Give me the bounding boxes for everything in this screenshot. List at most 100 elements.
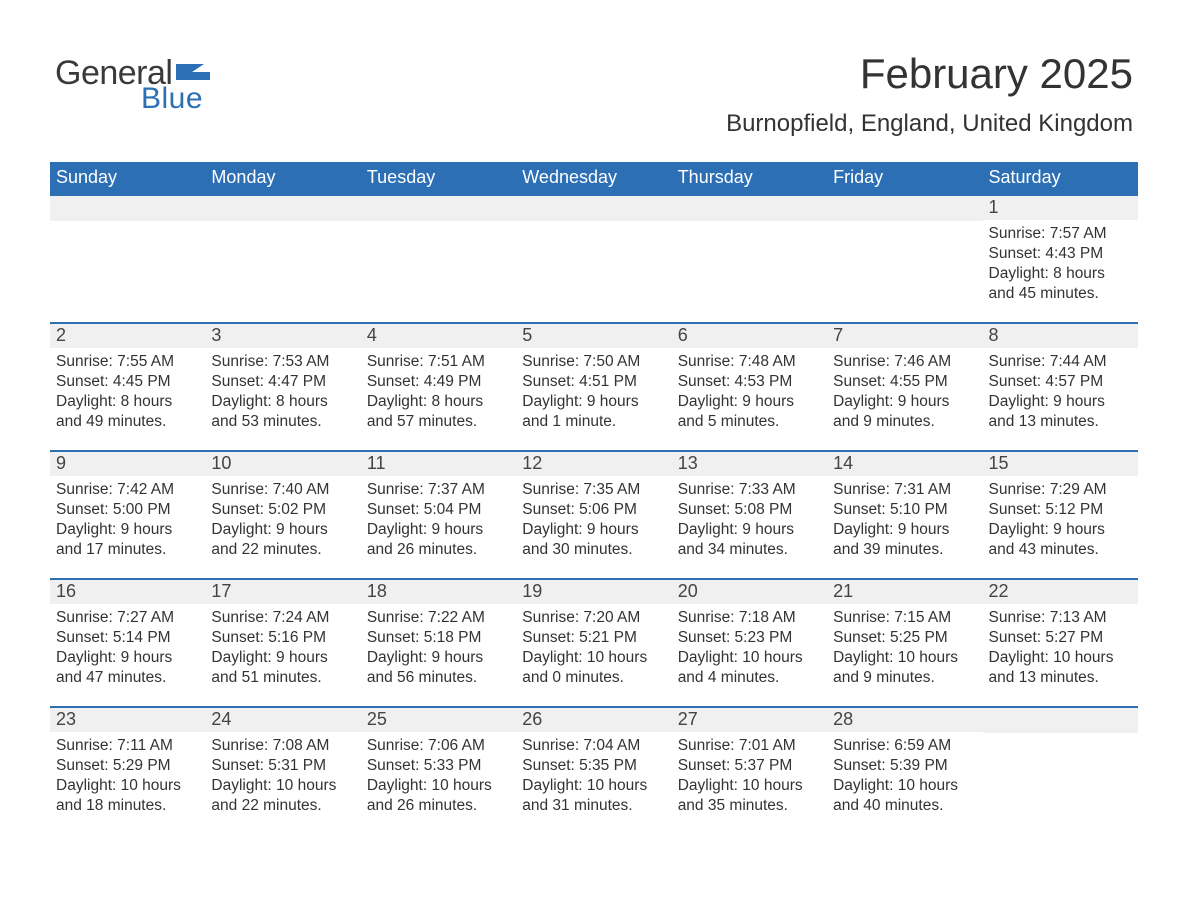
day-detail: Sunrise: 7:33 AMSunset: 5:08 PMDaylight:… — [676, 480, 823, 561]
day-cell — [672, 194, 827, 322]
day-detail-line: and 34 minutes. — [678, 540, 823, 560]
day-cell: 5Sunrise: 7:50 AMSunset: 4:51 PMDaylight… — [516, 322, 671, 450]
day-number — [983, 706, 1138, 733]
day-detail-line: Sunrise: 7:29 AM — [989, 480, 1134, 500]
day-cell: 19Sunrise: 7:20 AMSunset: 5:21 PMDayligh… — [516, 578, 671, 706]
day-cell: 13Sunrise: 7:33 AMSunset: 5:08 PMDayligh… — [672, 450, 827, 578]
day-detail-line: Sunset: 5:31 PM — [211, 756, 356, 776]
day-detail-line: Sunrise: 7:08 AM — [211, 736, 356, 756]
day-number: 2 — [50, 322, 205, 348]
day-detail-line: Sunrise: 7:06 AM — [367, 736, 512, 756]
day-number: 18 — [361, 578, 516, 604]
day-number: 22 — [983, 578, 1138, 604]
day-cell: 4Sunrise: 7:51 AMSunset: 4:49 PMDaylight… — [361, 322, 516, 450]
day-detail-line: Daylight: 8 hours — [367, 392, 512, 412]
day-cell: 3Sunrise: 7:53 AMSunset: 4:47 PMDaylight… — [205, 322, 360, 450]
day-cell: 11 Sunrise: 7:37 AMSunset: 5:04 PMDayligh… — [361, 450, 516, 578]
day-detail-line: Sunrise: 7:53 AM — [211, 352, 356, 372]
day-detail: Sunrise: 7:37 AMSunset: 5:04 PMDaylight:… — [365, 480, 512, 561]
day-cell — [983, 706, 1138, 834]
day-number — [672, 194, 827, 221]
day-detail: Sunrise: 7:20 AMSunset: 5:21 PMDaylight:… — [520, 608, 667, 689]
day-cell: 8Sunrise: 7:44 AMSunset: 4:57 PMDaylight… — [983, 322, 1138, 450]
day-detail-line: Daylight: 10 hours — [833, 776, 978, 796]
day-cell: 21Sunrise: 7:15 AMSunset: 5:25 PMDayligh… — [827, 578, 982, 706]
day-detail-line: Sunrise: 7:55 AM — [56, 352, 201, 372]
day-number: 24 — [205, 706, 360, 732]
day-detail-line: and 53 minutes. — [211, 412, 356, 432]
day-number: 27 — [672, 706, 827, 732]
week-row: 1Sunrise: 7:57 AMSunset: 4:43 PMDaylight… — [50, 194, 1138, 322]
day-number: 9 — [50, 450, 205, 476]
calendar-grid: SundayMondayTuesdayWednesdayThursdayFrid… — [50, 162, 1138, 834]
day-cell: 26Sunrise: 7:04 AMSunset: 5:35 PMDayligh… — [516, 706, 671, 834]
day-number: 11 — [361, 450, 516, 476]
day-detail: Sunrise: 6:59 AMSunset: 5:39 PMDaylight:… — [831, 736, 978, 817]
location-label: Burnopfield, England, United Kingdom — [726, 110, 1133, 138]
day-detail: Sunrise: 7:24 AMSunset: 5:16 PMDaylight:… — [209, 608, 356, 689]
day-detail: Sunrise: 7:31 AMSunset: 5:10 PMDaylight:… — [831, 480, 978, 561]
day-detail-line: Sunset: 5:06 PM — [522, 500, 667, 520]
day-number: 17 — [205, 578, 360, 604]
day-cell: 12Sunrise: 7:35 AMSunset: 5:06 PMDayligh… — [516, 450, 671, 578]
day-detail-line: Daylight: 9 hours — [56, 648, 201, 668]
day-detail: Sunrise: 7:27 AMSunset: 5:14 PMDaylight:… — [54, 608, 201, 689]
day-detail: Sunrise: 7:15 AMSunset: 5:25 PMDaylight:… — [831, 608, 978, 689]
day-cell: 18Sunrise: 7:22 AMSunset: 5:18 PMDayligh… — [361, 578, 516, 706]
day-detail-line: Sunset: 4:43 PM — [989, 244, 1134, 264]
brand-word-2: Blue — [141, 84, 210, 114]
day-detail-line: and 30 minutes. — [522, 540, 667, 560]
day-detail-line: Daylight: 10 hours — [989, 648, 1134, 668]
day-number: 20 — [672, 578, 827, 604]
day-detail-line: Daylight: 8 hours — [56, 392, 201, 412]
day-detail-line: Daylight: 9 hours — [211, 520, 356, 540]
weekday-header: Tuesday — [361, 162, 516, 194]
week-row: 23Sunrise: 7:11 AMSunset: 5:29 PMDayligh… — [50, 706, 1138, 834]
day-detail: Sunrise: 7:18 AMSunset: 5:23 PMDaylight:… — [676, 608, 823, 689]
day-detail-line: and 4 minutes. — [678, 668, 823, 688]
day-detail-line: Sunset: 4:47 PM — [211, 372, 356, 392]
day-detail-line: Daylight: 9 hours — [989, 520, 1134, 540]
day-detail-line: Daylight: 9 hours — [833, 392, 978, 412]
day-number: 28 — [827, 706, 982, 732]
day-detail-line: Sunrise: 7:27 AM — [56, 608, 201, 628]
week-row: 9Sunrise: 7:42 AMSunset: 5:00 PMDaylight… — [50, 450, 1138, 578]
day-cell — [827, 194, 982, 322]
day-number: 3 — [205, 322, 360, 348]
day-detail-line: Sunset: 5:16 PM — [211, 628, 356, 648]
day-cell: 16Sunrise: 7:27 AMSunset: 5:14 PMDayligh… — [50, 578, 205, 706]
day-detail: Sunrise: 7:48 AMSunset: 4:53 PMDaylight:… — [676, 352, 823, 433]
day-detail-line: and 9 minutes. — [833, 412, 978, 432]
day-detail-line: Sunrise: 7:11 AM — [56, 736, 201, 756]
day-detail-line: Sunrise: 7:42 AM — [56, 480, 201, 500]
day-detail-line: Sunrise: 7:51 AM — [367, 352, 512, 372]
weekday-header: Thursday — [672, 162, 827, 194]
day-detail-line: Sunset: 5:29 PM — [56, 756, 201, 776]
day-detail-line: and 43 minutes. — [989, 540, 1134, 560]
day-number: 25 — [361, 706, 516, 732]
day-detail-line: Daylight: 9 hours — [522, 392, 667, 412]
day-detail-line: Sunrise: 7:48 AM — [678, 352, 823, 372]
day-detail-line: Sunset: 5:18 PM — [367, 628, 512, 648]
day-detail-line: and 40 minutes. — [833, 796, 978, 816]
day-number: 23 — [50, 706, 205, 732]
day-cell: 23 Sunrise: 7:11 AMSunset: 5:29 PMDayligh… — [50, 706, 205, 834]
day-detail-line: Sunrise: 7:46 AM — [833, 352, 978, 372]
day-cell: 10Sunrise: 7:40 AMSunset: 5:02 PMDayligh… — [205, 450, 360, 578]
day-detail-line: and 5 minutes. — [678, 412, 823, 432]
weeks-container: 1Sunrise: 7:57 AMSunset: 4:43 PMDaylight… — [50, 194, 1138, 834]
day-detail-line: Sunset: 5:02 PM — [211, 500, 356, 520]
day-detail-line: Daylight: 10 hours — [56, 776, 201, 796]
weekday-header: Wednesday — [516, 162, 671, 194]
day-detail: Sunrise: 7:06 AMSunset: 5:33 PMDaylight:… — [365, 736, 512, 817]
day-detail-line: and 0 minutes. — [522, 668, 667, 688]
day-detail-line: Sunset: 5:23 PM — [678, 628, 823, 648]
day-detail: Sunrise: 7:57 AMSunset: 4:43 PMDaylight:… — [987, 224, 1134, 305]
day-detail-line: Daylight: 9 hours — [211, 648, 356, 668]
flag-icon — [176, 58, 210, 84]
day-number: 26 — [516, 706, 671, 732]
day-cell: 14Sunrise: 7:31 AMSunset: 5:10 PMDayligh… — [827, 450, 982, 578]
day-detail-line: Sunset: 5:14 PM — [56, 628, 201, 648]
day-detail-line: Sunset: 4:45 PM — [56, 372, 201, 392]
day-detail-line: Sunset: 5:21 PM — [522, 628, 667, 648]
